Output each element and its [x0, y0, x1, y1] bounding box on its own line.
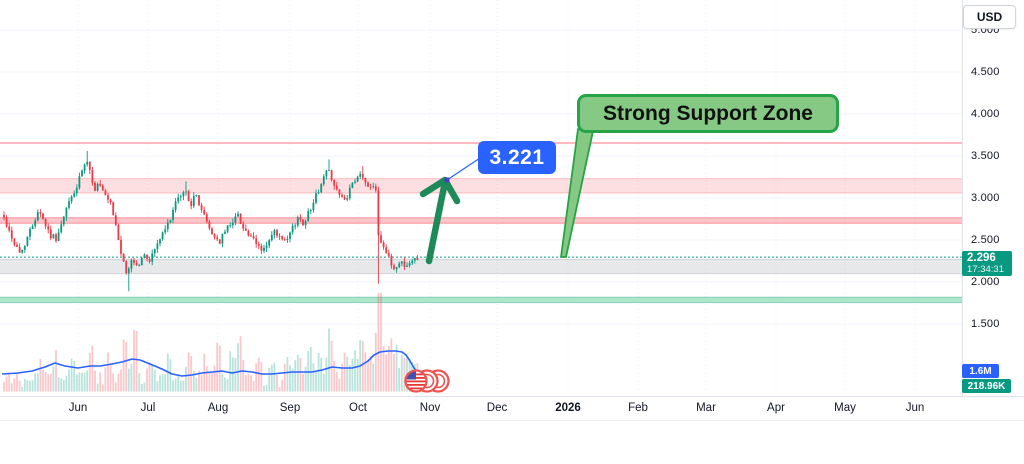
- time-axis-label: Sep: [279, 402, 301, 414]
- time-axis-label: Feb: [628, 402, 648, 414]
- time-axis-label: May: [834, 402, 856, 414]
- price-axis-label: 3.500: [971, 149, 1000, 162]
- last-price-value: 2.296: [967, 252, 996, 264]
- time-axis-label: Dec: [486, 402, 508, 414]
- time-axis-label: Oct: [349, 402, 367, 414]
- time-axis[interactable]: Jun Jul Aug Sep Oct Nov Dec 2026 Feb Mar Apr May Jun: [0, 396, 1024, 421]
- price-target-callout[interactable]: 3.221: [478, 141, 556, 174]
- currency-toggle-button[interactable]: USD: [963, 5, 1016, 29]
- time-axis-label: 2026: [555, 402, 581, 414]
- time-axis-label: Jun: [905, 402, 925, 414]
- last-price-badge: 2.296 17:34:31: [962, 251, 1012, 276]
- price-axis-label: 4.500: [971, 65, 1000, 78]
- price-axis-label: 2.000: [971, 275, 1000, 288]
- time-axis-label: Nov: [419, 402, 441, 414]
- bar-countdown: 17:34:31: [967, 264, 1004, 275]
- time-axis-label: Mar: [696, 402, 716, 414]
- time-axis-label: Aug: [207, 402, 229, 414]
- volume-ma-badge: 1.6M: [962, 364, 999, 378]
- flag-icons: [404, 369, 450, 393]
- support-zone-callout[interactable]: Strong Support Zone: [577, 94, 839, 133]
- time-axis-label: Apr: [767, 402, 785, 414]
- price-axis-label: 4.000: [971, 107, 1000, 120]
- time-axis-label: Jun: [68, 402, 88, 414]
- volume-value-badge: 218.96K: [962, 379, 1011, 393]
- chart-canvas[interactable]: [0, 0, 962, 396]
- bottom-strip: TradingView: [0, 420, 1024, 464]
- price-axis[interactable]: 5.000 4.500 4.000 3.500 3.000 2.500 2.000 1.500: [962, 0, 1024, 396]
- price-axis-label: 1.500: [971, 317, 1000, 330]
- price-axis-label: 2.500: [971, 233, 1000, 246]
- price-axis-label: 3.000: [971, 191, 1000, 204]
- time-axis-label: Jul: [140, 402, 156, 414]
